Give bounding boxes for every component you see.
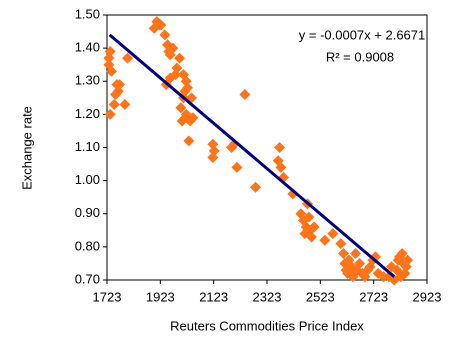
point [155,19,167,31]
point [182,82,194,94]
point [402,254,414,266]
point [175,102,187,114]
point [308,221,320,233]
point [303,211,315,223]
point [174,52,186,64]
point [122,52,134,64]
point [119,98,131,110]
x-tick-label: 2923 [413,289,442,304]
point [350,248,362,259]
y-tick-label: 1.50 [75,6,100,21]
x-tick-label: 1723 [93,289,122,304]
point [187,112,199,124]
y-axis-title: Exchange rate [19,106,34,190]
y-tick-label: 0.80 [75,238,100,253]
point [104,108,116,120]
point [207,151,219,163]
point [183,135,195,147]
point [171,62,183,74]
y-tick-label: 1.20 [75,106,100,121]
point [396,248,408,259]
point [108,98,120,110]
point [275,161,287,173]
point [274,142,286,153]
y-tick-label: 1.30 [75,73,100,88]
point [106,65,118,77]
x-tick-label: 2123 [199,289,228,304]
point [112,85,124,97]
y-tick-label: 1.40 [75,40,100,55]
point [395,271,407,283]
y-tick-label: 1.10 [75,139,100,154]
annotation: R² = 0.9008 [326,49,394,64]
y-tick-label: 0.70 [75,271,100,286]
x-tick-label: 1923 [146,289,175,304]
y-tick-label: 1.00 [75,172,100,187]
x-tick-label: 2323 [253,289,282,304]
x-tick-label: 2723 [359,289,388,304]
trendline [108,33,396,278]
x-axis-title: Reuters Commodities Price Index [170,318,364,333]
point [231,161,243,173]
point [335,238,347,250]
x-tick-label: 2523 [306,289,335,304]
point [239,89,251,100]
point [327,228,339,240]
point [338,248,350,259]
point [167,42,179,54]
annotation: y = -0.0007x + 2.6671 [299,27,425,42]
point [354,257,366,269]
point [319,234,331,246]
point [159,29,171,41]
point [250,181,262,193]
y-tick-label: 0.90 [75,205,100,220]
point [104,45,116,57]
point [306,231,318,243]
